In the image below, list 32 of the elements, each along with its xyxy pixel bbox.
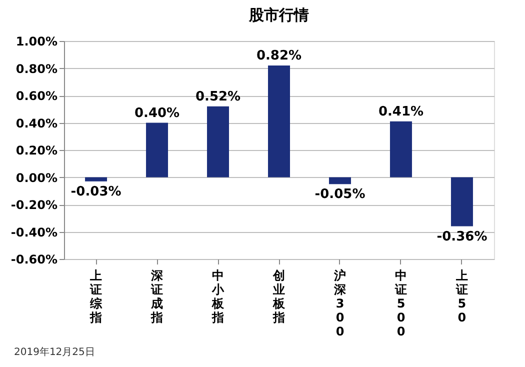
bar [146,122,168,178]
y-tick-label: -0.60% [10,252,58,266]
y-tick-label: 0.00% [16,170,58,185]
bar [207,106,230,178]
text: 2019年12月25日 [14,346,95,358]
data-label: 0.41% [378,104,424,120]
data-label: 0.82% [256,48,302,64]
y-tick-label: -0.20% [10,198,58,212]
y-tick-label: 0.40% [16,116,58,130]
y-tick-label: 0.80% [16,62,58,76]
x-tick-label: 中小板指 [211,268,226,324]
bar [328,177,351,184]
x-tick-label: 创业板指 [272,268,286,324]
x-tick-label: 上证50 [454,268,468,324]
data-label: -0.36% [436,229,488,244]
y-tick-label: 1.00% [16,34,58,48]
y-tick-label: 0.20% [16,144,58,158]
y-tick-label: -0.40% [10,225,58,240]
x-tick-label: 中证500 [394,268,407,338]
data-label: -0.03% [70,184,122,200]
data-label: 0.52% [195,89,241,104]
bar [85,177,108,182]
x-tick-label: 深证成指 [150,268,164,324]
x-tick-label: 上证综指 [89,268,104,324]
bar [390,121,412,178]
bar [450,177,473,226]
x-tick-label: 沪深300 [332,268,347,338]
data-label: 0.40% [134,106,180,121]
bar [268,66,290,178]
y-tick-label: 0.60% [16,89,58,103]
chart-title: 股市行情 [248,6,309,24]
data-label: -0.05% [314,187,366,202]
